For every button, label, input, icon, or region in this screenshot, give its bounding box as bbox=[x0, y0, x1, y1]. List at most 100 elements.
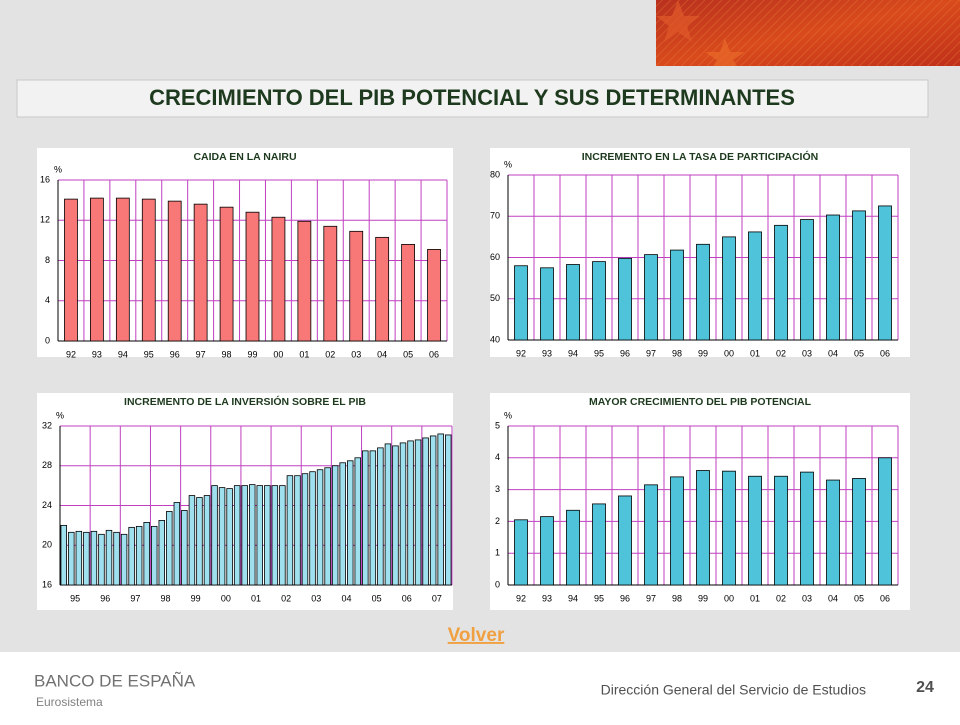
y-tick-label: 50 bbox=[490, 293, 500, 303]
bar bbox=[245, 211, 260, 342]
bar bbox=[271, 216, 286, 342]
y-tick-label: 3 bbox=[495, 484, 500, 494]
x-tick-label: 96 bbox=[170, 349, 180, 359]
x-tick-label: 97 bbox=[646, 593, 656, 603]
x-tick-label: 03 bbox=[802, 348, 812, 358]
bar bbox=[83, 531, 90, 586]
y-tick-label: 32 bbox=[42, 420, 52, 430]
bar bbox=[158, 520, 165, 586]
x-tick-label: 98 bbox=[161, 593, 171, 603]
x-tick-label: 01 bbox=[750, 348, 760, 358]
bar bbox=[151, 525, 158, 586]
x-tick-label: 99 bbox=[698, 593, 708, 603]
x-tick-label: 06 bbox=[880, 593, 890, 603]
bar bbox=[670, 476, 684, 586]
bar bbox=[226, 488, 233, 586]
y-tick-label: 28 bbox=[42, 460, 52, 470]
y-tick-label: 16 bbox=[42, 579, 52, 589]
bar bbox=[826, 479, 840, 586]
bar bbox=[540, 267, 554, 341]
chart-title: INCREMENTO EN LA TASA DE PARTICIPACIÓN bbox=[582, 150, 818, 163]
x-tick-label: 99 bbox=[191, 593, 201, 603]
x-tick-label: 04 bbox=[377, 349, 387, 359]
bar bbox=[369, 450, 377, 586]
bar bbox=[800, 219, 814, 341]
bar bbox=[774, 475, 788, 586]
x-tick-label: 92 bbox=[516, 348, 526, 358]
page-number: 24 bbox=[916, 679, 934, 696]
x-tick-label: 98 bbox=[672, 348, 682, 358]
bar bbox=[644, 484, 658, 586]
bar bbox=[354, 457, 361, 586]
y-tick-label: 24 bbox=[42, 500, 52, 510]
back-link-text[interactable]: Volver bbox=[448, 625, 505, 646]
bar bbox=[120, 533, 128, 586]
bar bbox=[271, 485, 279, 586]
title-box bbox=[16, 79, 929, 118]
bar bbox=[211, 485, 218, 586]
x-tick-label: 00 bbox=[273, 349, 283, 359]
bar bbox=[696, 470, 710, 586]
y-tick-label: 70 bbox=[490, 211, 500, 221]
bar bbox=[514, 519, 528, 586]
bar bbox=[193, 203, 208, 342]
x-tick-label: 93 bbox=[92, 349, 102, 359]
y-tick-label: 12 bbox=[40, 215, 50, 225]
x-tick-label: 00 bbox=[724, 593, 734, 603]
x-tick-label: 95 bbox=[594, 593, 604, 603]
y-tick-label: 40 bbox=[490, 334, 500, 344]
bar bbox=[331, 465, 339, 586]
x-tick-label: 94 bbox=[118, 349, 128, 359]
bar bbox=[592, 503, 606, 586]
y-tick-label: 0 bbox=[495, 579, 500, 589]
bar bbox=[90, 197, 104, 342]
bar bbox=[800, 471, 814, 586]
x-tick-label: 97 bbox=[646, 348, 656, 358]
x-tick-label: 03 bbox=[311, 593, 321, 603]
x-tick-label: 00 bbox=[221, 593, 231, 603]
y-axis-label: % bbox=[504, 410, 512, 420]
x-tick-label: 92 bbox=[66, 349, 76, 359]
bar bbox=[445, 434, 452, 586]
sublogo: Eurosistema bbox=[36, 695, 103, 709]
y-tick-label: 60 bbox=[490, 252, 500, 262]
bar bbox=[166, 511, 173, 586]
y-tick-label: 0 bbox=[45, 335, 50, 345]
x-tick-label: 99 bbox=[698, 348, 708, 358]
bar bbox=[113, 531, 120, 586]
bar bbox=[401, 243, 415, 342]
y-tick-label: 80 bbox=[490, 169, 500, 179]
x-tick-label: 03 bbox=[351, 349, 361, 359]
bar bbox=[592, 261, 606, 341]
bar bbox=[392, 445, 399, 586]
bar bbox=[427, 249, 441, 342]
back-link[interactable]: Volver bbox=[448, 625, 505, 646]
bar bbox=[309, 471, 316, 586]
bar bbox=[323, 225, 338, 342]
decoration-hatch bbox=[656, 0, 960, 66]
y-tick-label: 4 bbox=[495, 452, 500, 462]
bar bbox=[115, 197, 130, 342]
bar bbox=[143, 521, 150, 586]
bar bbox=[878, 457, 892, 586]
bar bbox=[540, 516, 554, 586]
bar bbox=[566, 264, 580, 341]
x-tick-label: 06 bbox=[429, 349, 439, 359]
x-tick-label: 95 bbox=[70, 593, 80, 603]
bar bbox=[173, 502, 181, 586]
y-tick-label: 8 bbox=[45, 255, 50, 265]
bar bbox=[167, 200, 182, 342]
bar bbox=[437, 433, 444, 586]
bar bbox=[852, 210, 866, 341]
bar bbox=[384, 443, 392, 586]
bar bbox=[60, 524, 67, 586]
x-tick-label: 98 bbox=[222, 349, 232, 359]
bar bbox=[297, 220, 312, 342]
bar bbox=[566, 509, 580, 586]
x-tick-label: 02 bbox=[281, 593, 291, 603]
x-tick-label: 00 bbox=[724, 348, 734, 358]
bar bbox=[68, 531, 75, 586]
y-tick-label: 20 bbox=[42, 540, 52, 550]
x-tick-label: 05 bbox=[403, 349, 413, 359]
